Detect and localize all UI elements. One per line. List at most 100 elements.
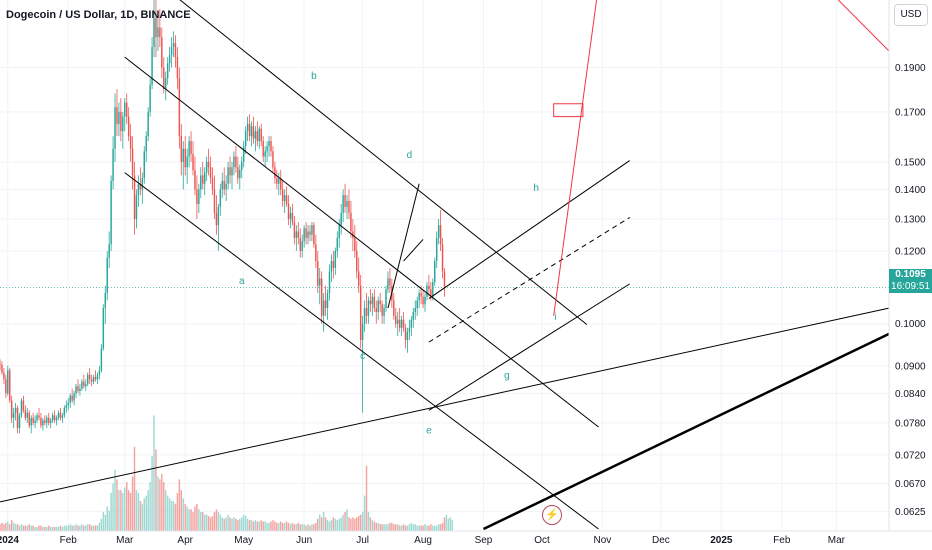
current-price-badge: 0.1095 <box>889 269 932 281</box>
candle-body <box>145 136 147 152</box>
candle-body <box>416 300 418 309</box>
price-tick-label: 0.0625 <box>895 507 926 518</box>
volume-bar <box>0 524 1 531</box>
candle-body <box>387 278 389 290</box>
lightning-bolt-icon[interactable]: ⚡ <box>542 505 562 525</box>
candle-body <box>307 231 309 238</box>
volume-bar <box>344 511 346 531</box>
price-axis-panel[interactable] <box>889 0 932 531</box>
candle-body <box>410 319 413 328</box>
candle-body <box>174 43 177 58</box>
volume-bar <box>295 524 298 531</box>
volume-bar <box>301 524 303 531</box>
volume-bar <box>375 522 377 531</box>
volume-bar <box>141 503 144 531</box>
candle-body <box>322 300 325 316</box>
candle-body <box>356 250 358 272</box>
candle-body <box>377 300 379 312</box>
candle-body <box>159 27 161 38</box>
candle-body <box>326 293 329 309</box>
volume-bar <box>1 522 3 531</box>
volume-bar <box>145 495 147 531</box>
volume-bar <box>437 524 440 531</box>
volume-bar <box>124 487 126 531</box>
descending-channel-middle <box>124 56 599 428</box>
candle-body <box>157 27 159 38</box>
volume-bar <box>400 525 403 531</box>
candle-body <box>59 412 62 418</box>
price-tick-label: 0.1900 <box>895 63 926 74</box>
volume-bar <box>396 524 399 531</box>
candle-body <box>264 151 266 157</box>
volume-bar <box>434 525 436 531</box>
candle-body <box>166 63 169 79</box>
volume-bar <box>272 520 274 531</box>
candle-body <box>311 225 313 235</box>
candle-body <box>196 189 198 204</box>
price-tick-label: 0.0720 <box>895 450 926 461</box>
candle-body <box>404 327 407 341</box>
volume-bar <box>174 503 177 531</box>
candle-body <box>211 178 214 190</box>
candle-body <box>153 18 155 48</box>
volume-bar <box>85 525 87 531</box>
volume-bar <box>168 498 171 531</box>
candle-body <box>281 189 284 201</box>
candle-body <box>137 183 140 196</box>
volume-bar <box>268 522 270 531</box>
volume-bar <box>155 449 157 531</box>
candle-body <box>120 111 122 132</box>
candle-body <box>280 178 282 190</box>
candle-body <box>223 180 225 190</box>
volume-bar <box>149 482 151 531</box>
volume-bar <box>359 514 362 531</box>
candle-body <box>270 141 272 152</box>
candle-body <box>434 261 436 283</box>
volume-bar <box>363 495 366 531</box>
candle-body <box>116 107 118 124</box>
candle-body <box>430 289 432 297</box>
volume-bar <box>350 518 352 531</box>
volume-bar <box>227 514 229 531</box>
volume-bar <box>322 511 325 531</box>
candle-body <box>437 225 440 238</box>
volume-bar <box>367 511 370 531</box>
volume-bar <box>73 525 75 531</box>
volume-bar <box>24 525 27 531</box>
time-axis-panel[interactable] <box>0 531 932 550</box>
volume-bar <box>114 469 116 531</box>
volume-bar <box>22 525 25 531</box>
volume-bar <box>219 514 222 531</box>
volume-bars <box>0 415 454 531</box>
candle-body <box>22 400 25 411</box>
time-tick-label: Apr <box>177 535 193 546</box>
candle-body <box>365 308 368 316</box>
volume-bar <box>16 524 19 531</box>
volume-bar <box>92 525 95 531</box>
candle-body <box>344 195 346 207</box>
candle-body <box>241 161 243 170</box>
currency-selector[interactable]: USD <box>894 4 928 26</box>
candle-body <box>254 131 257 139</box>
candle-body <box>20 400 23 416</box>
candle-body <box>9 370 11 401</box>
candle-body <box>46 417 48 423</box>
volume-bar <box>369 517 372 531</box>
volume-bar <box>12 522 15 531</box>
candle-body <box>30 417 32 426</box>
price-tick-label: 0.0780 <box>895 418 926 429</box>
volume-bar <box>143 498 145 531</box>
candle-body <box>90 379 93 382</box>
volume-bar <box>356 517 358 531</box>
candle-body <box>215 212 218 226</box>
candle-body <box>256 131 259 142</box>
volume-bar <box>305 525 307 531</box>
candle-body <box>369 300 372 305</box>
wave-labels: a b c d e g h i <box>239 71 557 436</box>
volume-bar <box>246 518 249 531</box>
volume-bar <box>336 520 339 531</box>
volume-bar <box>317 518 319 531</box>
candle-body <box>202 175 204 184</box>
volume-bar <box>213 511 216 531</box>
